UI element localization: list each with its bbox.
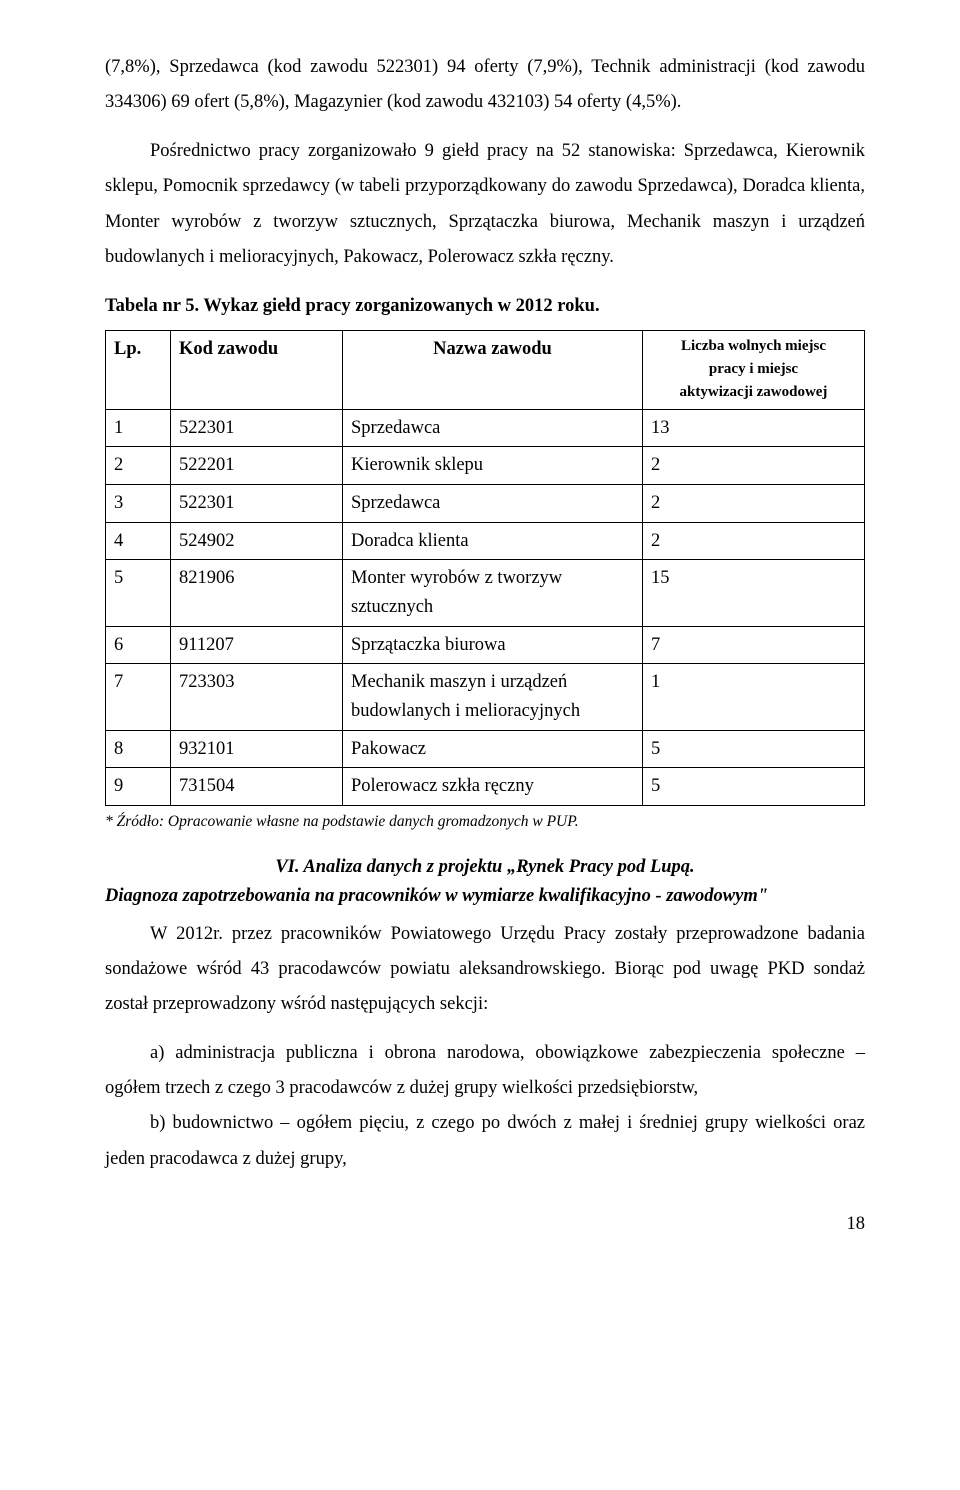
cell-lp: 3 (106, 485, 171, 523)
cell-liczba: 13 (643, 409, 865, 447)
col-liczba-l3: aktywizacji zawodowej (680, 384, 828, 400)
cell-liczba: 5 (643, 730, 865, 768)
cell-liczba: 2 (643, 522, 865, 560)
cell-liczba: 2 (643, 447, 865, 485)
paragraph-2: Pośrednictwo pracy zorganizowało 9 giełd… (105, 134, 865, 275)
table-row: 8 932101 Pakowacz 5 (106, 730, 865, 768)
col-kod: Kod zawodu (171, 330, 343, 409)
table-row: 5 821906 Monter wyrobów z tworzyw sztucz… (106, 560, 865, 626)
cell-liczba: 7 (643, 626, 865, 664)
cell-lp: 9 (106, 768, 171, 806)
cell-kod: 731504 (171, 768, 343, 806)
cell-nazwa: Doradca klienta (343, 522, 643, 560)
table-row: 6 911207 Sprzątaczka biurowa 7 (106, 626, 865, 664)
cell-kod: 524902 (171, 522, 343, 560)
list-item-a: a) administracja publiczna i obrona naro… (105, 1036, 865, 1106)
col-liczba-l1: Liczba wolnych miejsc (681, 338, 826, 354)
cell-kod: 821906 (171, 560, 343, 626)
list-item-b: b) budownictwo – ogółem pięciu, z czego … (105, 1106, 865, 1176)
cell-liczba: 5 (643, 768, 865, 806)
cell-nazwa: Pakowacz (343, 730, 643, 768)
cell-lp: 8 (106, 730, 171, 768)
table-footnote: * Źródło: Opracowanie własne na podstawi… (105, 810, 865, 833)
cell-lp: 7 (106, 664, 171, 730)
cell-lp: 5 (106, 560, 171, 626)
table-row: 1 522301 Sprzedawca 13 (106, 409, 865, 447)
table-body: 1 522301 Sprzedawca 13 2 522201 Kierowni… (106, 409, 865, 805)
col-liczba: Liczba wolnych miejsc pracy i miejsc akt… (643, 330, 865, 409)
cell-kod: 522301 (171, 485, 343, 523)
table-header-row: Lp. Kod zawodu Nazwa zawodu Liczba wolny… (106, 330, 865, 409)
cell-lp: 1 (106, 409, 171, 447)
table-row: 7 723303 Mechanik maszyn i urządzeń budo… (106, 664, 865, 730)
cell-nazwa: Polerowacz szkła ręczny (343, 768, 643, 806)
cell-liczba: 1 (643, 664, 865, 730)
table-title: Tabela nr 5. Wykaz giełd pracy zorganizo… (105, 289, 865, 324)
section-title: VI. Analiza danych z projektu „Rynek Pra… (105, 853, 865, 882)
cell-nazwa: Kierownik sklepu (343, 447, 643, 485)
cell-nazwa: Monter wyrobów z tworzyw sztucznych (343, 560, 643, 626)
cell-lp: 2 (106, 447, 171, 485)
job-fair-table: Lp. Kod zawodu Nazwa zawodu Liczba wolny… (105, 330, 865, 806)
col-liczba-l2: pracy i miejsc (709, 361, 798, 377)
cell-kod: 723303 (171, 664, 343, 730)
paragraph-3: W 2012r. przez pracowników Powiatowego U… (105, 917, 865, 1022)
cell-nazwa: Sprzątaczka biurowa (343, 626, 643, 664)
col-nazwa: Nazwa zawodu (343, 330, 643, 409)
cell-nazwa: Mechanik maszyn i urządzeń budowlanych i… (343, 664, 643, 730)
cell-kod: 932101 (171, 730, 343, 768)
cell-liczba: 2 (643, 485, 865, 523)
table-row: 9 731504 Polerowacz szkła ręczny 5 (106, 768, 865, 806)
table-row: 3 522301 Sprzedawca 2 (106, 485, 865, 523)
cell-liczba: 15 (643, 560, 865, 626)
section-subtitle: Diagnoza zapotrzebowania na pracowników … (105, 882, 865, 911)
paragraph-1: (7,8%), Sprzedawca (kod zawodu 522301) 9… (105, 50, 865, 120)
cell-kod: 522201 (171, 447, 343, 485)
cell-nazwa: Sprzedawca (343, 409, 643, 447)
cell-nazwa: Sprzedawca (343, 485, 643, 523)
cell-lp: 4 (106, 522, 171, 560)
table-row: 2 522201 Kierownik sklepu 2 (106, 447, 865, 485)
col-lp: Lp. (106, 330, 171, 409)
cell-kod: 911207 (171, 626, 343, 664)
table-row: 4 524902 Doradca klienta 2 (106, 522, 865, 560)
page-number: 18 (105, 1207, 865, 1242)
cell-lp: 6 (106, 626, 171, 664)
cell-kod: 522301 (171, 409, 343, 447)
